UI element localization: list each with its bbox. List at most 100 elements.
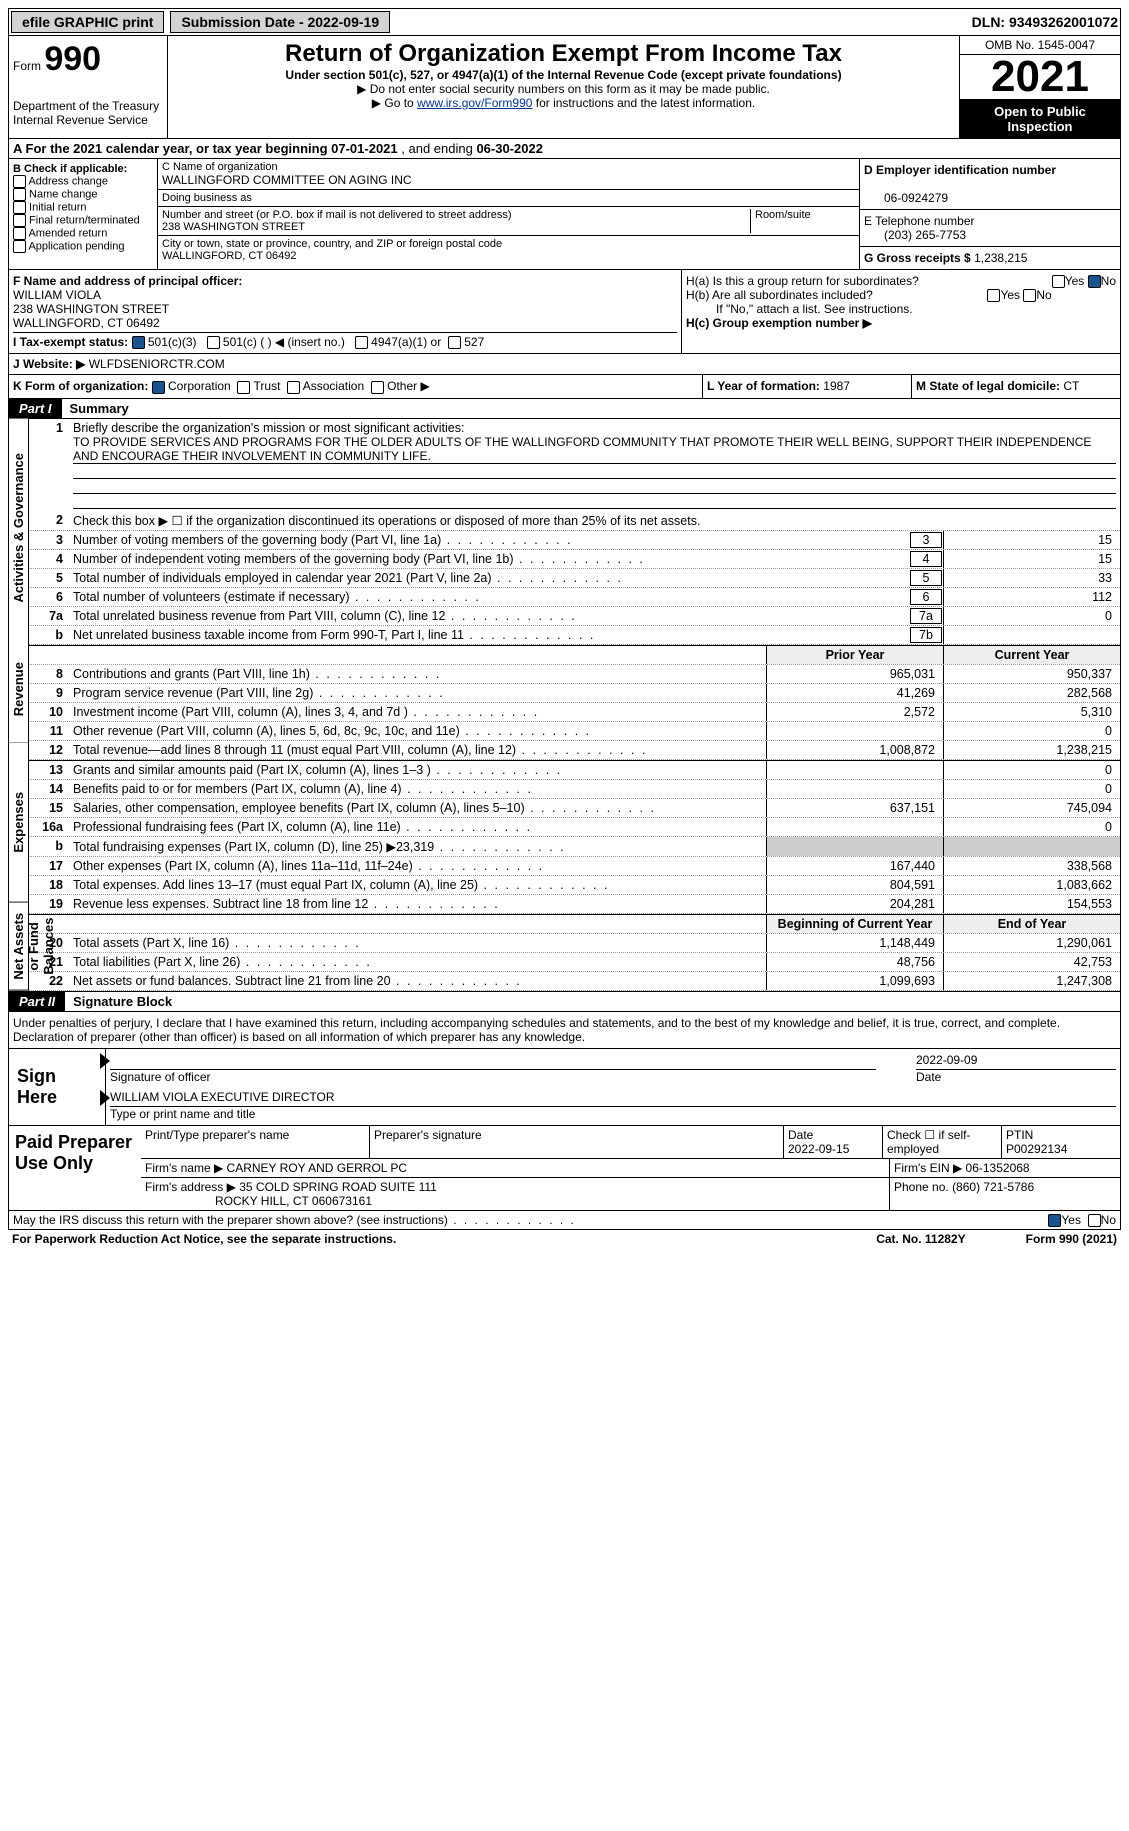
form-number: 990 — [44, 40, 101, 78]
irs-link[interactable]: www.irs.gov/Form990 — [417, 96, 532, 110]
officer-addr2: WALLINGFORD, CT 06492 — [13, 316, 160, 330]
chk-4947[interactable] — [355, 336, 368, 349]
chk-other[interactable] — [371, 381, 384, 394]
tax-year: 2021 — [960, 55, 1120, 100]
d-label: D Employer identification number — [864, 163, 1056, 177]
summary-line: 15Salaries, other compensation, employee… — [29, 799, 1120, 818]
irs: Internal Revenue Service — [13, 113, 163, 127]
note1: ▶ Do not enter social security numbers o… — [172, 82, 955, 96]
hb-no[interactable] — [1023, 289, 1036, 302]
section-fi: F Name and address of principal officer:… — [8, 270, 1121, 354]
form-header: Form 990 Department of the Treasury Inte… — [8, 36, 1121, 139]
sig-label: Signature of officer — [110, 1070, 876, 1084]
summary-line: 11Other revenue (Part VIII, column (A), … — [29, 722, 1120, 741]
street: 238 WASHINGTON STREET — [162, 221, 305, 233]
sign-date: 2022-09-09 — [916, 1053, 1116, 1070]
form-subtitle: Under section 501(c), 527, or 4947(a)(1)… — [172, 68, 955, 82]
summary-line: 6Total number of volunteers (estimate if… — [29, 588, 1120, 607]
part1-header: Part I Summary — [8, 399, 1121, 419]
chk-trust[interactable] — [237, 381, 250, 394]
summary-line: 7aTotal unrelated business revenue from … — [29, 607, 1120, 626]
colb-opt: Name change — [13, 188, 153, 201]
discuss-yes[interactable] — [1048, 1214, 1061, 1227]
vert-revenue: Revenue — [9, 636, 29, 743]
gross-receipts: 1,238,215 — [974, 251, 1027, 265]
ptin: P00292134 — [1006, 1142, 1067, 1156]
col-de: D Employer identification number 06-0924… — [860, 159, 1120, 269]
officer-addr1: 238 WASHINGTON STREET — [13, 302, 169, 316]
summary-line: 8Contributions and grants (Part VIII, li… — [29, 665, 1120, 684]
part2-header: Part II Signature Block — [8, 992, 1121, 1012]
firm-addr2: ROCKY HILL, CT 060673161 — [215, 1194, 372, 1208]
inspection: Open to Public Inspection — [960, 100, 1120, 138]
mission-text: TO PROVIDE SERVICES AND PROGRAMS FOR THE… — [73, 435, 1116, 464]
colb-opt: Application pending — [13, 240, 153, 253]
chk-corp[interactable] — [152, 381, 165, 394]
summary-line: 4Number of independent voting members of… — [29, 550, 1120, 569]
f-label: F Name and address of principal officer: — [13, 274, 242, 288]
chk-527[interactable] — [448, 336, 461, 349]
section-bcd: B Check if applicable: Address change Na… — [8, 159, 1121, 270]
chk-assoc[interactable] — [287, 381, 300, 394]
summary-line: bNet unrelated business taxable income f… — [29, 626, 1120, 645]
chk-501c3[interactable] — [132, 336, 145, 349]
row-kl: K Form of organization: Corporation Trus… — [8, 375, 1121, 398]
ha-no[interactable] — [1088, 275, 1101, 288]
form-footer: Form 990 (2021) — [1026, 1232, 1117, 1246]
ein: 06-0924279 — [864, 191, 948, 205]
summary-line: 19Revenue less expenses. Subtract line 1… — [29, 895, 1120, 914]
paid-preparer: Paid Preparer Use Only Print/Type prepar… — [8, 1126, 1121, 1211]
summary-line: 5Total number of individuals employed in… — [29, 569, 1120, 588]
form-title: Return of Organization Exempt From Incom… — [172, 40, 955, 68]
colb-opt: Initial return — [13, 201, 153, 214]
summary-line: 20Total assets (Part X, line 16)1,148,44… — [29, 934, 1120, 953]
pra: For Paperwork Reduction Act Notice, see … — [12, 1232, 396, 1246]
org-name: WALLINGFORD COMMITTEE ON AGING INC — [162, 173, 412, 187]
hdr-current: Current Year — [943, 646, 1120, 664]
hb-yes[interactable] — [987, 289, 1000, 302]
col-b: B Check if applicable: Address change Na… — [9, 159, 158, 269]
city-label: City or town, state or province, country… — [162, 238, 502, 250]
hdr-end: End of Year — [943, 915, 1120, 933]
summary-line: 16aProfessional fundraising fees (Part I… — [29, 818, 1120, 837]
firm-ein: 06-1352068 — [966, 1161, 1030, 1175]
efile-button[interactable]: efile GRAPHIC print — [11, 11, 164, 33]
name-label: Type or print name and title — [110, 1107, 1116, 1121]
top-bar: efile GRAPHIC print Submission Date - 20… — [8, 8, 1121, 36]
firm-phone: (860) 721-5786 — [952, 1180, 1034, 1194]
date-label: Date — [916, 1070, 1116, 1084]
summary-line: 9Program service revenue (Part VIII, lin… — [29, 684, 1120, 703]
dept: Department of the Treasury — [13, 99, 163, 113]
discuss-no[interactable] — [1088, 1214, 1101, 1227]
summary-line: 22Net assets or fund balances. Subtract … — [29, 972, 1120, 991]
vert-expenses: Expenses — [9, 743, 29, 903]
penalty: Under penalties of perjury, I declare th… — [9, 1012, 1120, 1049]
chk-501c[interactable] — [207, 336, 220, 349]
firm-name: CARNEY ROY AND GERROL PC — [227, 1161, 408, 1175]
summary-line: 12Total revenue—add lines 8 through 11 (… — [29, 741, 1120, 760]
c-name-label: C Name of organization — [162, 161, 278, 173]
summary-line: 3Number of voting members of the governi… — [29, 531, 1120, 550]
summary-line: bTotal fundraising expenses (Part IX, co… — [29, 837, 1120, 857]
colb-opt: Final return/terminated — [13, 214, 153, 227]
row-a: A For the 2021 calendar year, or tax yea… — [8, 139, 1121, 159]
cat-no: Cat. No. 11282Y — [876, 1232, 965, 1246]
hdr-prior: Prior Year — [766, 646, 943, 664]
summary-line: 14Benefits paid to or for members (Part … — [29, 780, 1120, 799]
submission-button[interactable]: Submission Date - 2022-09-19 — [170, 11, 390, 33]
vert-netassets: Net Assets or Fund Balances — [9, 903, 29, 991]
form-label: Form — [13, 59, 41, 73]
dba-label: Doing business as — [162, 192, 252, 204]
colb-opt: Amended return — [13, 227, 153, 240]
summary-line: 18Total expenses. Add lines 13–17 (must … — [29, 876, 1120, 895]
year-formation: 1987 — [823, 379, 850, 393]
colb-opt: Address change — [13, 175, 153, 188]
ha-yes[interactable] — [1052, 275, 1065, 288]
officer-name: WILLIAM VIOLA — [13, 288, 101, 302]
line2: Check this box ▶ ☐ if the organization d… — [69, 511, 1120, 530]
firm-addr1: 35 COLD SPRING ROAD SUITE 111 — [239, 1180, 437, 1194]
discuss-row: May the IRS discuss this return with the… — [8, 1211, 1121, 1230]
website: WLFDSENIORCTR.COM — [89, 357, 225, 371]
domicile: CT — [1063, 379, 1079, 393]
summary-line: 21Total liabilities (Part X, line 26)48,… — [29, 953, 1120, 972]
